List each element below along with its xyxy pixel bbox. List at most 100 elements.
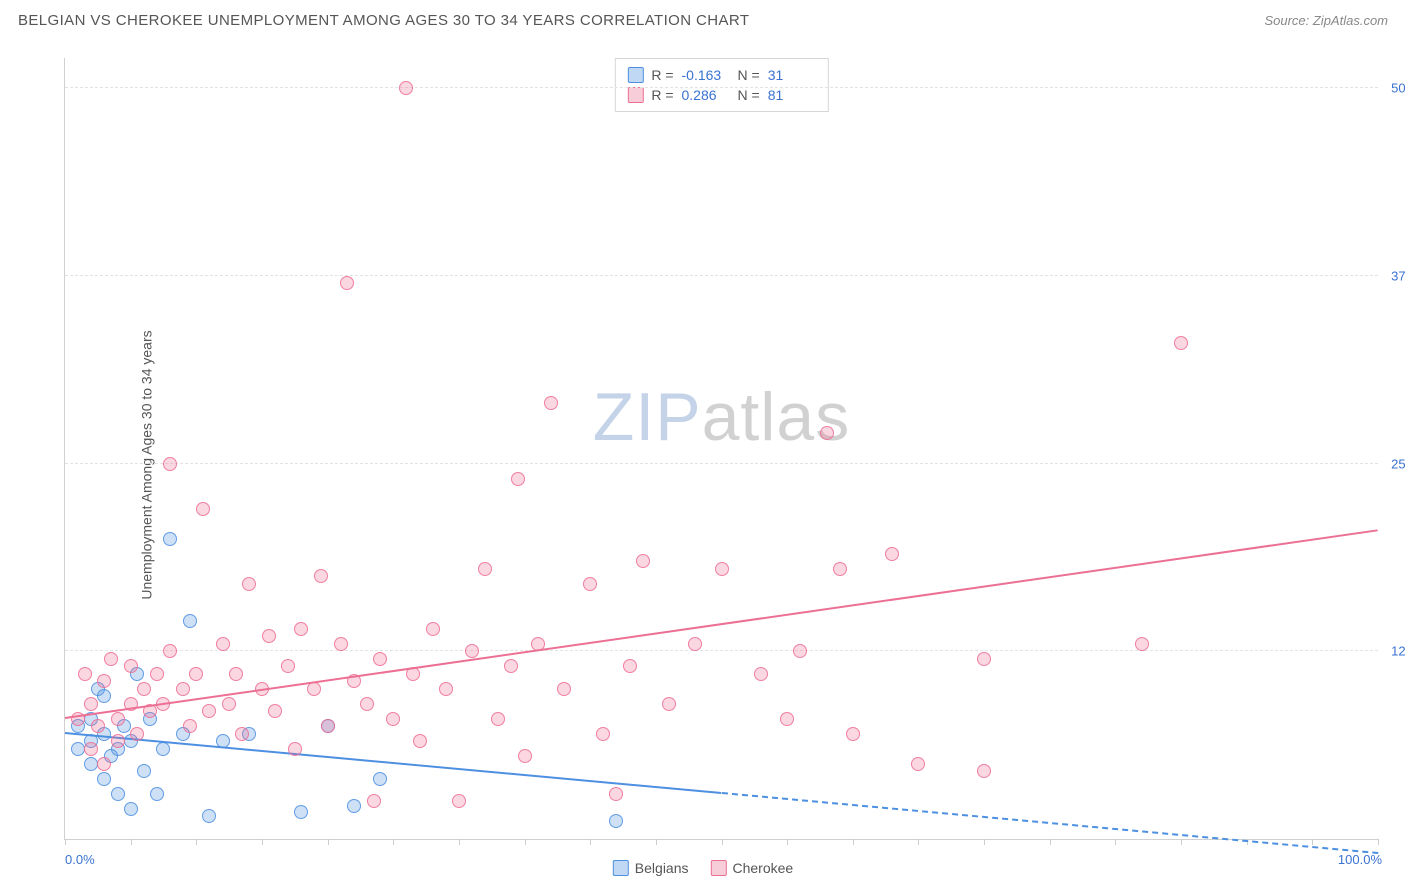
x-tick (262, 839, 263, 845)
scatter-point (1135, 637, 1149, 651)
x-tick (1181, 839, 1182, 845)
scatter-point (150, 787, 164, 801)
x-tick (984, 839, 985, 845)
legend-label: Belgians (635, 860, 689, 876)
scatter-point (609, 814, 623, 828)
scatter-point (84, 697, 98, 711)
scatter-point (314, 569, 328, 583)
scatter-point (846, 727, 860, 741)
scatter-point (163, 457, 177, 471)
source-attribution: Source: ZipAtlas.com (1264, 13, 1388, 28)
stat-n-value: 31 (768, 67, 816, 83)
scatter-point (235, 727, 249, 741)
scatter-point (196, 502, 210, 516)
plot-area: ZIPatlas R =-0.163N =31R =0.286N =81 12.… (64, 58, 1378, 840)
scatter-point (176, 682, 190, 696)
scatter-point (183, 719, 197, 733)
scatter-point (688, 637, 702, 651)
x-tick (196, 839, 197, 845)
scatter-point (84, 757, 98, 771)
scatter-point (373, 652, 387, 666)
scatter-point (754, 667, 768, 681)
legend-swatch (613, 860, 629, 876)
scatter-point (426, 622, 440, 636)
scatter-point (294, 805, 308, 819)
x-tick (656, 839, 657, 845)
scatter-point (124, 659, 138, 673)
scatter-point (399, 81, 413, 95)
stat-n-label: N = (738, 67, 760, 83)
x-tick (459, 839, 460, 845)
legend-item: Belgians (613, 860, 689, 876)
legend-label: Cherokee (733, 860, 794, 876)
x-tick (328, 839, 329, 845)
scatter-point (163, 644, 177, 658)
stat-r-label: R = (651, 87, 673, 103)
scatter-point (715, 562, 729, 576)
scatter-point (262, 629, 276, 643)
stats-row: R =-0.163N =31 (627, 65, 815, 85)
scatter-point (452, 794, 466, 808)
x-tick (393, 839, 394, 845)
scatter-point (137, 764, 151, 778)
scatter-point (511, 472, 525, 486)
stat-n-label: N = (738, 87, 760, 103)
scatter-point (413, 734, 427, 748)
legend: Belgians Cherokee (613, 860, 793, 876)
scatter-point (97, 674, 111, 688)
scatter-point (202, 809, 216, 823)
scatter-point (662, 697, 676, 711)
scatter-point (189, 667, 203, 681)
scatter-point (104, 652, 118, 666)
x-tick (1378, 839, 1379, 845)
grid-line (65, 650, 1378, 651)
grid-line (65, 463, 1378, 464)
scatter-point (1174, 336, 1188, 350)
series-swatch (627, 67, 643, 83)
x-tick (1312, 839, 1313, 845)
scatter-point (111, 734, 125, 748)
x-tick (1050, 839, 1051, 845)
scatter-point (518, 749, 532, 763)
watermark-zip: ZIP (593, 379, 702, 455)
grid-line (65, 275, 1378, 276)
scatter-point (793, 644, 807, 658)
scatter-point (609, 787, 623, 801)
x-tick (525, 839, 526, 845)
scatter-point (544, 396, 558, 410)
scatter-point (183, 614, 197, 628)
watermark-atlas: atlas (702, 379, 851, 455)
y-tick-label: 12.5% (1384, 644, 1406, 659)
scatter-point (84, 742, 98, 756)
scatter-point (833, 562, 847, 576)
scatter-point (130, 727, 144, 741)
stat-n-value: 81 (768, 87, 816, 103)
scatter-point (334, 637, 348, 651)
scatter-point (294, 622, 308, 636)
y-tick-label: 25.0% (1384, 456, 1406, 471)
scatter-point (202, 704, 216, 718)
scatter-point (216, 637, 230, 651)
x-tick (590, 839, 591, 845)
scatter-point (623, 659, 637, 673)
scatter-point (124, 802, 138, 816)
scatter-point (885, 547, 899, 561)
scatter-point (242, 577, 256, 591)
grid-line (65, 87, 1378, 88)
scatter-point (780, 712, 794, 726)
chart-title: BELGIAN VS CHEROKEE UNEMPLOYMENT AMONG A… (18, 12, 749, 29)
x-tick (131, 839, 132, 845)
scatter-point (636, 554, 650, 568)
scatter-point (137, 682, 151, 696)
x-tick-label-max: 100.0% (1338, 852, 1382, 867)
regression-line (65, 529, 1378, 719)
scatter-point (111, 787, 125, 801)
scatter-point (288, 742, 302, 756)
scatter-point (150, 667, 164, 681)
scatter-point (111, 712, 125, 726)
scatter-point (360, 697, 374, 711)
scatter-point (504, 659, 518, 673)
scatter-point (156, 742, 170, 756)
scatter-point (367, 794, 381, 808)
scatter-point (557, 682, 571, 696)
